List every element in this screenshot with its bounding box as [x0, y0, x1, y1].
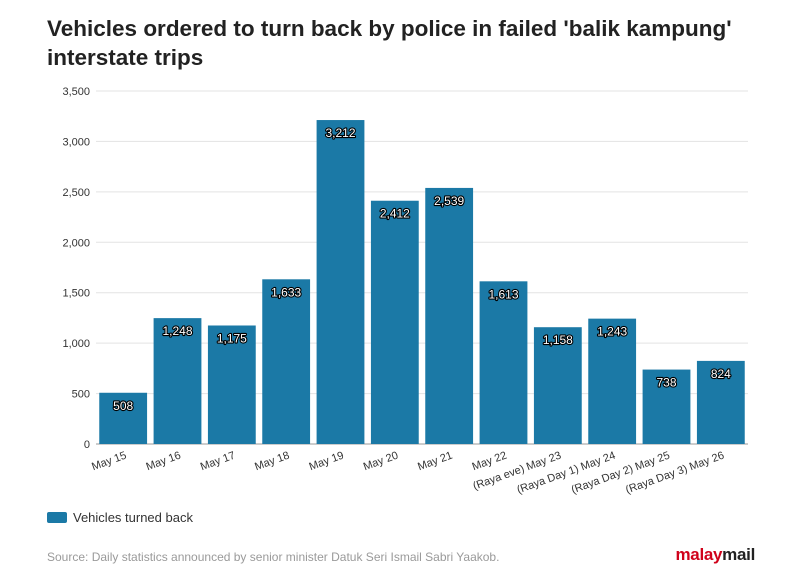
bar-chart: 0 500 1,000 1,500 2,000 2,500 3,000 3,500 508 1,… [62, 86, 748, 497]
y-tick-label: 2,000 [62, 237, 90, 249]
bar [99, 392, 148, 444]
x-tick-label: May 18 [253, 450, 291, 474]
bar [588, 318, 637, 444]
bar [696, 360, 745, 444]
bar [207, 325, 256, 444]
bar-data-label: 824 [711, 367, 731, 381]
y-tick-label: 3,000 [62, 136, 90, 148]
bar-data-label: 2,412 [380, 207, 410, 221]
bar [370, 200, 419, 444]
bar [479, 281, 528, 444]
gridlines [96, 90, 748, 445]
bar-data-label: 508 [113, 399, 133, 413]
x-tick-label: May 17 [199, 450, 237, 474]
y-tick-label: 1,000 [62, 338, 90, 350]
x-tick-label: May 21 [416, 450, 454, 474]
bar-data-label: 1,158 [543, 333, 573, 347]
logo-mail: mail [722, 545, 755, 564]
x-tick-label: May 19 [308, 450, 346, 474]
bar [262, 279, 311, 444]
bar-data-label: 1,633 [271, 285, 301, 299]
bar [316, 120, 365, 444]
bar-data-label: 1,175 [217, 331, 247, 345]
y-tick-label: 500 [72, 389, 90, 401]
legend-swatch [47, 512, 67, 523]
bar-data-label: 1,613 [488, 287, 518, 301]
logo-malay: malay [675, 545, 723, 564]
bar-data-label: 3,212 [325, 126, 355, 140]
x-axis-ticks: May 15 May 16 May 17 May 18 May 19 May 20 May … [90, 450, 726, 497]
y-tick-label: 3,500 [62, 86, 90, 98]
bar-data-label: 2,539 [434, 194, 464, 208]
x-tick-label: May 16 [145, 450, 183, 474]
bar-data-label: 738 [656, 376, 676, 390]
bar-data-label: 1,248 [162, 324, 192, 338]
chart-title: Vehicles ordered to turn back by police … [47, 16, 732, 70]
y-axis-ticks: 0 500 1,000 1,500 2,000 2,500 3,000 3,500 [62, 86, 90, 451]
source-note: Source: Daily statistics announced by se… [47, 550, 500, 564]
x-tick-label: May 15 [90, 450, 128, 474]
legend: Vehicles turned back [47, 510, 193, 525]
malaymail-logo: malaymail [675, 545, 755, 565]
bar [533, 327, 582, 444]
bars: 508 1,248 1,175 1,633 3,212 2,412 2,539 1,613 1,… [99, 120, 745, 445]
y-tick-label: 2,500 [62, 187, 90, 199]
bar-data-label: 1,243 [597, 325, 627, 339]
x-tick-label: (Raya Day 3) May 26 [624, 450, 726, 497]
bar [153, 318, 202, 444]
bar [642, 369, 691, 444]
legend-label: Vehicles turned back [73, 510, 193, 525]
y-tick-label: 0 [84, 439, 90, 451]
y-tick-label: 1,500 [62, 288, 90, 300]
bar [425, 187, 474, 445]
x-tick-label: May 20 [362, 450, 400, 474]
